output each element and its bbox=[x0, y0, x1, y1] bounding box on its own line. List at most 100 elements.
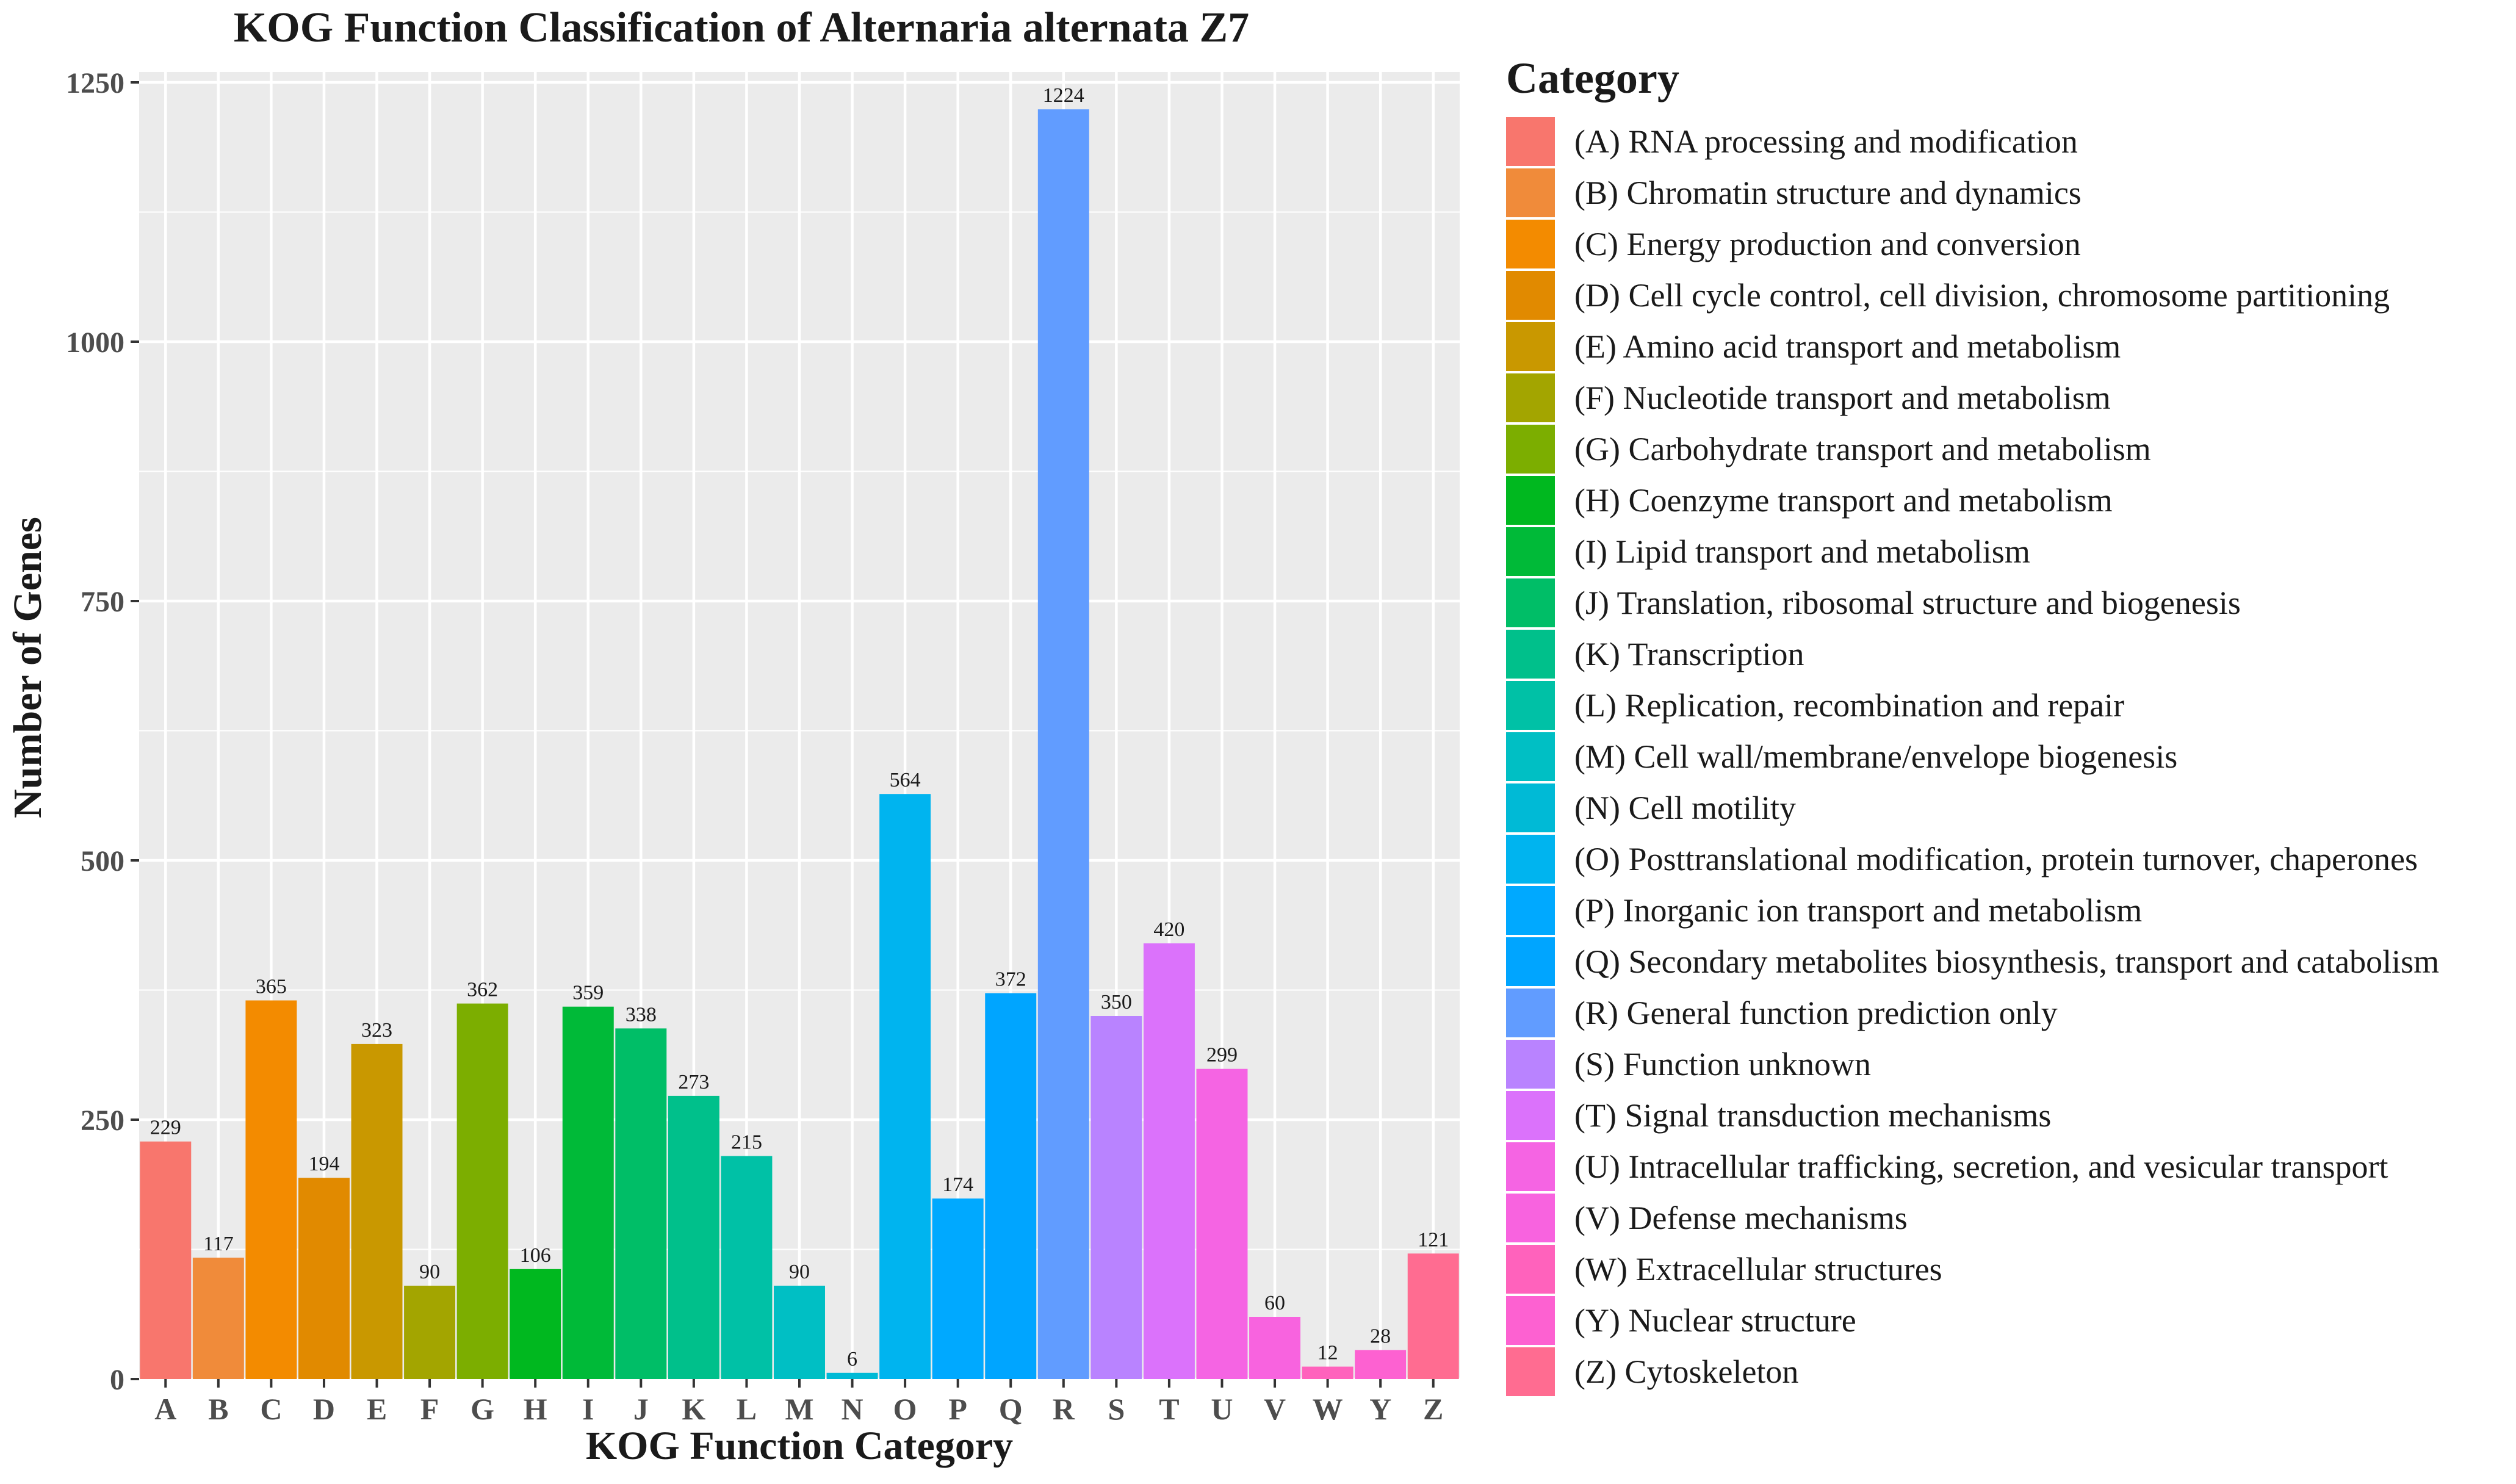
data-label-O: 564 bbox=[890, 769, 921, 791]
legend-label: (I) Lipid transport and metabolism bbox=[1574, 533, 2030, 570]
x-tick-label-Z: Z bbox=[1423, 1392, 1443, 1426]
legend-label: (D) Cell cycle control, cell division, c… bbox=[1574, 277, 2390, 314]
data-label-F: 90 bbox=[419, 1261, 440, 1283]
data-label-N: 6 bbox=[847, 1348, 857, 1371]
x-tick-label-U: U bbox=[1211, 1392, 1233, 1426]
x-tick-label-I: I bbox=[582, 1392, 594, 1426]
data-label-D: 194 bbox=[308, 1153, 339, 1175]
y-tick-label: 250 bbox=[81, 1104, 124, 1137]
x-tick-label-R: R bbox=[1053, 1392, 1075, 1426]
legend-label: (G) Carbohydrate transport and metabolis… bbox=[1574, 431, 2151, 467]
bar-K bbox=[668, 1095, 719, 1379]
legend-item: (H) Coenzyme transport and metabolism bbox=[1506, 475, 2513, 526]
bar-T bbox=[1143, 943, 1195, 1379]
legend-swatch bbox=[1506, 321, 1555, 372]
data-label-A: 229 bbox=[150, 1117, 181, 1139]
data-label-C: 365 bbox=[256, 976, 287, 998]
legend-item: (Z) Cytoskeleton bbox=[1506, 1346, 2513, 1397]
legend-label: (L) Replication, recombination and repai… bbox=[1574, 687, 2125, 724]
legend-swatch bbox=[1506, 270, 1555, 321]
y-tick-label: 1250 bbox=[66, 67, 124, 99]
bar-G bbox=[456, 1003, 508, 1379]
legend-swatch bbox=[1506, 1090, 1555, 1141]
x-tick-label-Q: Q bbox=[999, 1392, 1023, 1426]
legend-item: (S) Function unknown bbox=[1506, 1039, 2513, 1090]
bar-C bbox=[245, 1000, 297, 1379]
bar-M bbox=[774, 1286, 825, 1379]
bar-L bbox=[721, 1156, 773, 1379]
legend-item: (W) Extracellular structures bbox=[1506, 1244, 2513, 1295]
bar-P bbox=[932, 1198, 984, 1379]
bar-J bbox=[615, 1028, 667, 1379]
x-tick-label-H: H bbox=[524, 1392, 547, 1426]
bar-Z bbox=[1407, 1253, 1459, 1379]
legend-item: (P) Inorganic ion transport and metaboli… bbox=[1506, 885, 2513, 936]
legend-item: (K) Transcription bbox=[1506, 629, 2513, 680]
bar-E bbox=[351, 1043, 403, 1379]
x-tick-label-T: T bbox=[1159, 1392, 1179, 1426]
y-tick-label: 1000 bbox=[66, 326, 124, 359]
legend-swatch bbox=[1506, 782, 1555, 834]
chart-title: KOG Function Classification of Alternari… bbox=[233, 4, 1250, 51]
legend-label: (M) Cell wall/membrane/envelope biogenes… bbox=[1574, 738, 2178, 775]
data-label-L: 215 bbox=[731, 1131, 762, 1154]
y-tick-label: 500 bbox=[81, 845, 124, 877]
y-axis-title: Number of Genes bbox=[5, 517, 50, 818]
x-tick-label-W: W bbox=[1313, 1392, 1343, 1426]
data-label-K: 273 bbox=[678, 1071, 709, 1093]
legend-swatch bbox=[1506, 1295, 1555, 1346]
x-axis-title: KOG Function Category bbox=[585, 1424, 1014, 1468]
legend-item: (Q) Secondary metabolites biosynthesis, … bbox=[1506, 936, 2513, 987]
legend-label: (O) Posttranslational modification, prot… bbox=[1574, 841, 2418, 877]
x-tick-label-K: K bbox=[682, 1392, 705, 1426]
x-tick-label-N: N bbox=[842, 1392, 863, 1426]
legend-label: (C) Energy production and conversion bbox=[1574, 226, 2081, 262]
legend-swatch bbox=[1506, 423, 1555, 475]
bar-W bbox=[1302, 1366, 1354, 1379]
legend-item: (M) Cell wall/membrane/envelope biogenes… bbox=[1506, 731, 2513, 782]
legend-swatch bbox=[1506, 987, 1555, 1039]
data-label-S: 350 bbox=[1101, 991, 1132, 1014]
data-label-G: 362 bbox=[467, 979, 498, 1001]
bar-R bbox=[1037, 109, 1089, 1380]
data-label-M: 90 bbox=[789, 1261, 810, 1283]
legend-item: (E) Amino acid transport and metabolism bbox=[1506, 321, 2513, 372]
x-tick-label-D: D bbox=[313, 1392, 335, 1426]
data-label-U: 299 bbox=[1206, 1044, 1238, 1067]
legend-swatch bbox=[1506, 475, 1555, 526]
legend-swatch bbox=[1506, 116, 1555, 167]
legend-label: (Z) Cytoskeleton bbox=[1574, 1353, 1799, 1390]
legend-swatch bbox=[1506, 885, 1555, 936]
data-label-V: 60 bbox=[1264, 1292, 1285, 1314]
bar-A bbox=[140, 1141, 192, 1379]
bar-Y bbox=[1355, 1350, 1407, 1379]
data-label-W: 12 bbox=[1317, 1342, 1338, 1364]
data-label-H: 106 bbox=[520, 1244, 551, 1267]
bar-I bbox=[562, 1006, 614, 1379]
legend-swatch bbox=[1506, 526, 1555, 577]
legend-item: (J) Translation, ribosomal structure and… bbox=[1506, 577, 2513, 629]
legend-swatch bbox=[1506, 834, 1555, 885]
legend-label: (V) Defense mechanisms bbox=[1574, 1200, 1908, 1236]
legend-swatch bbox=[1506, 218, 1555, 270]
x-tick-label-V: V bbox=[1264, 1392, 1286, 1426]
legend-swatch bbox=[1506, 1141, 1555, 1192]
legend-label: (U) Intracellular trafficking, secretion… bbox=[1574, 1148, 2388, 1185]
x-tick-label-J: J bbox=[633, 1392, 649, 1426]
legend-label: (N) Cell motility bbox=[1574, 790, 1796, 826]
legend-item: (R) General function prediction only bbox=[1506, 987, 2513, 1039]
bar-F bbox=[404, 1286, 456, 1379]
x-tick-label-F: F bbox=[420, 1392, 439, 1426]
legend-label: (E) Amino acid transport and metabolism bbox=[1574, 328, 2121, 365]
bar-Q bbox=[985, 993, 1037, 1379]
y-tick-label: 0 bbox=[110, 1364, 124, 1396]
legend-item: (I) Lipid transport and metabolism bbox=[1506, 526, 2513, 577]
bar-V bbox=[1249, 1317, 1301, 1379]
legend-label: (F) Nucleotide transport and metabolism bbox=[1574, 380, 2111, 416]
legend-item: (N) Cell motility bbox=[1506, 782, 2513, 834]
legend-swatch bbox=[1506, 680, 1555, 731]
legend-item: (A) RNA processing and modification bbox=[1506, 116, 2513, 167]
legend-swatch bbox=[1506, 629, 1555, 680]
legend: Category (A) RNA processing and modifica… bbox=[1506, 49, 2513, 1397]
legend-label: (A) RNA processing and modification bbox=[1574, 123, 2078, 160]
